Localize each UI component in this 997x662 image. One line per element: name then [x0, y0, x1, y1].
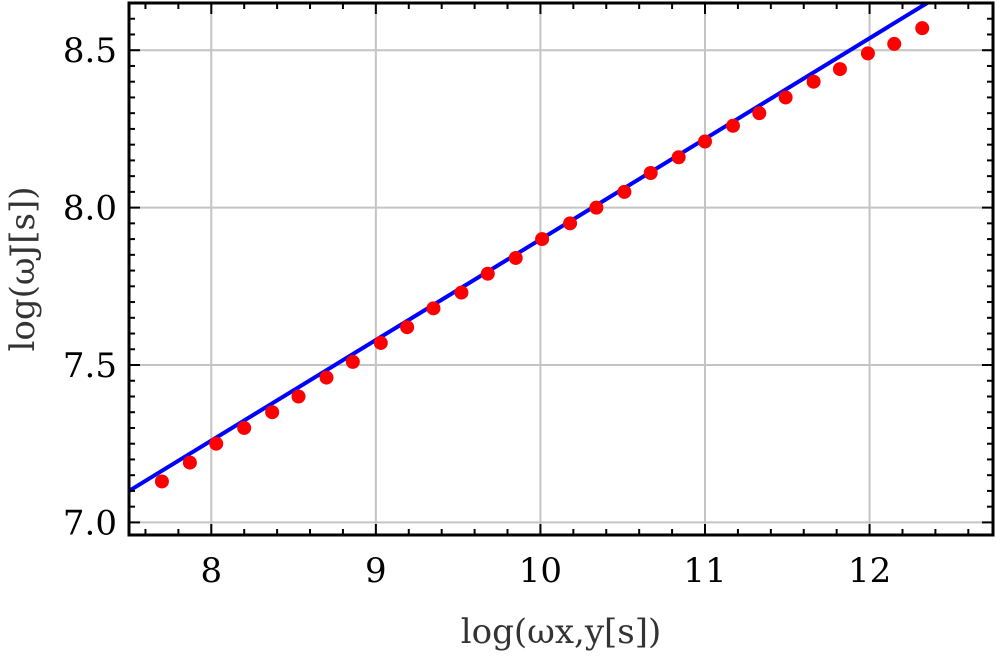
- fit-line: [127, 1, 929, 493]
- plot-frame: [127, 1, 995, 537]
- data-point-19: [643, 165, 658, 180]
- x-axis-label: log(ωx,y[s]): [461, 612, 662, 652]
- data-point-6: [291, 389, 306, 404]
- y-tick-label-7.5: 7.5: [63, 346, 117, 386]
- y-axis-label: log(ωJ[s]): [3, 187, 43, 352]
- data-point-1: [154, 474, 169, 489]
- data-point-22: [725, 118, 740, 133]
- y-tick-label-8.0: 8.0: [63, 189, 117, 229]
- y-tick-labels: 7.0 7.5 8.0 8.5: [63, 31, 117, 543]
- data-point-11: [426, 301, 441, 316]
- data-point-7: [319, 370, 334, 385]
- data-point-18: [617, 184, 632, 199]
- data-point-13: [480, 266, 495, 281]
- data-point-28: [887, 36, 902, 51]
- data-point-20: [671, 150, 686, 165]
- data-point-17: [589, 200, 604, 215]
- data-point-3: [209, 436, 224, 451]
- data-point-14: [508, 250, 523, 265]
- x-tick-label-11: 11: [683, 551, 726, 591]
- x-tick-label-12: 12: [848, 551, 891, 591]
- x-tick-labels: 8 9 10 11 12: [200, 551, 891, 591]
- y-tick-label-8.5: 8.5: [63, 31, 117, 71]
- data-point-2: [182, 455, 197, 470]
- data-point-5: [265, 405, 280, 420]
- data-point-4: [237, 420, 252, 435]
- data-point-23: [752, 106, 767, 121]
- data-point-21: [698, 134, 712, 149]
- data-point-15: [535, 232, 550, 247]
- data-point-9: [373, 335, 388, 350]
- data-points-series: [154, 21, 930, 489]
- data-point-26: [832, 62, 847, 77]
- fit-line-series: [127, 1, 929, 493]
- data-point-29: [915, 21, 930, 36]
- y-tick-label-7.0: 7.0: [63, 503, 117, 543]
- data-point-24: [778, 90, 793, 105]
- data-point-8: [345, 354, 360, 369]
- data-point-16: [563, 216, 578, 231]
- data-point-27: [860, 46, 875, 61]
- x-tick-label-9: 9: [365, 551, 387, 591]
- data-point-12: [454, 285, 469, 300]
- x-tick-label-8: 8: [200, 551, 222, 591]
- data-point-25: [806, 74, 821, 89]
- ticks: [129, 2, 993, 535]
- x-tick-label-10: 10: [519, 551, 562, 591]
- data-point-10: [400, 320, 415, 335]
